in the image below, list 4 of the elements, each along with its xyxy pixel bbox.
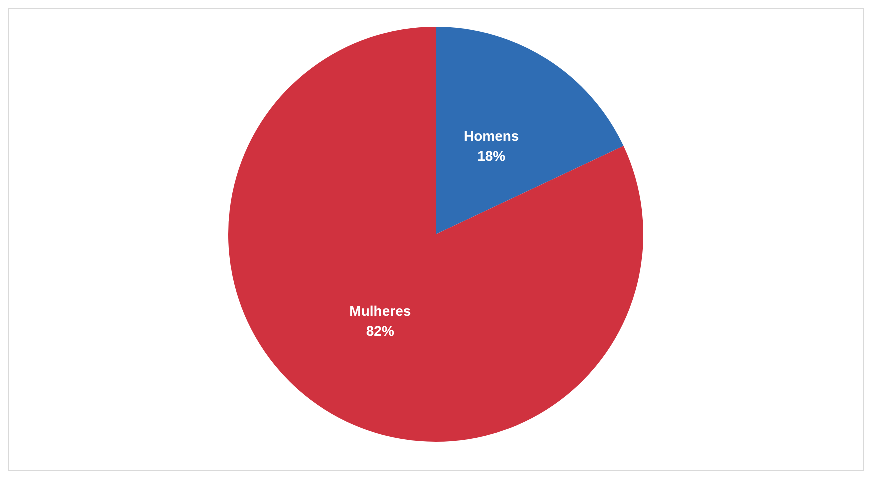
data-label: 82% xyxy=(366,322,395,339)
slice-label: Mulheres xyxy=(350,302,412,319)
slice-label: Homens xyxy=(464,128,520,144)
data-label: 18% xyxy=(478,148,506,164)
